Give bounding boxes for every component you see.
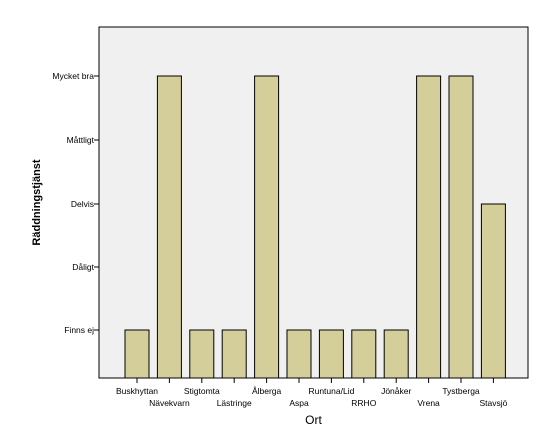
x-axis-title: Ort: [305, 413, 322, 427]
y-axis-title: Räddningstjänst: [31, 159, 43, 246]
y-tick-label: Dåligt: [72, 262, 94, 272]
bar: [383, 329, 409, 379]
bar: [351, 329, 377, 379]
x-tick-label: Vrena: [417, 398, 440, 408]
x-tick-label: RRHO: [351, 398, 376, 408]
x-tick-label: Aspa: [289, 398, 309, 408]
bar: [156, 75, 182, 379]
y-tick-label: Måttligt: [67, 135, 95, 145]
y-tick-label: Mycket bra: [52, 71, 94, 81]
x-tick-label: Runtuna/Lid: [308, 386, 354, 396]
x-tick-label: Nävekvarn: [149, 398, 190, 408]
bar: [221, 329, 247, 379]
x-tick-label: Tystberga: [442, 386, 480, 396]
bar: [189, 329, 215, 379]
bar: [318, 329, 344, 379]
bar: [286, 329, 312, 379]
x-tick-label: Buskhyttan: [116, 386, 158, 396]
x-ticks-group: Buskhyttan Nävekvarn Stigtomta LästringeÅlb…: [116, 378, 508, 408]
y-tick-label: Delvis: [71, 199, 94, 209]
y-ticks-group: Finns ej Dåligt Delvis Måttligt Mycket bra: [52, 71, 99, 335]
x-tick-label: Jönåker: [381, 386, 411, 396]
x-tick-label: Lästringe: [217, 398, 252, 408]
bar: [416, 75, 442, 379]
bar: [124, 329, 150, 379]
x-tick-label: Stavsjö: [479, 398, 507, 408]
bar: [254, 75, 280, 379]
y-tick-label: Finns ej: [64, 325, 94, 335]
x-tick-label: Ålberga: [252, 386, 282, 396]
bar: [448, 75, 474, 379]
bar: [480, 203, 506, 379]
bars-group: [124, 75, 506, 379]
x-tick-label: Stigtomta: [184, 386, 220, 396]
